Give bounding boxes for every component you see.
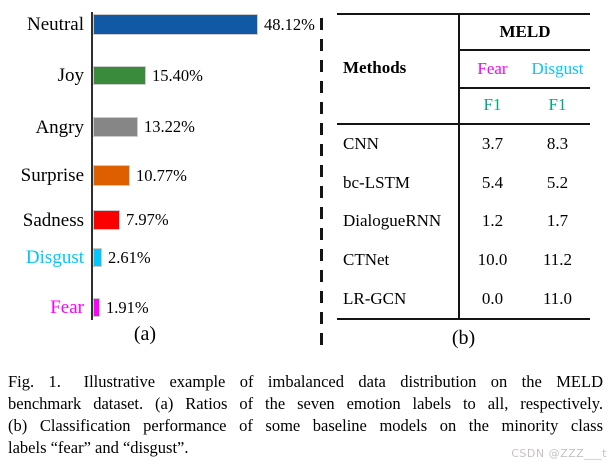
bar-row: Sadness 7.97% bbox=[0, 210, 325, 230]
bar-chart-panel-a: Neutral 48.12% Joy 15.40% Angry 13.22% S… bbox=[0, 0, 325, 350]
disgust-f1-header: F1 bbox=[548, 95, 567, 114]
value-label: 2.61% bbox=[108, 247, 151, 267]
table-row: CNN 3.7 8.3 bbox=[337, 125, 590, 164]
category-label: Surprise bbox=[20, 165, 84, 186]
subheader-underline-rule bbox=[458, 87, 590, 89]
dashed-divider bbox=[320, 18, 323, 348]
panel-a-label: (a) bbox=[133, 323, 157, 345]
disgust-f1-cell: 1.7 bbox=[546, 211, 569, 231]
fear-f1-cell: 10.0 bbox=[477, 250, 508, 270]
watermark: CSDN @ZZZ___t bbox=[511, 447, 607, 460]
y-axis-line bbox=[91, 12, 93, 320]
table-mid-rule bbox=[337, 123, 590, 125]
bar-row: Angry 13.22% bbox=[0, 117, 325, 137]
bar-row: Surprise 10.77% bbox=[0, 165, 325, 186]
fear-column-header: Fear bbox=[477, 59, 508, 78]
table-bottom-rule bbox=[337, 318, 590, 320]
category-label: Joy bbox=[57, 65, 84, 86]
disgust-f1-cell: 11.0 bbox=[542, 288, 573, 308]
value-label: 13.22% bbox=[144, 117, 195, 136]
fear-f1-cell: 0.0 bbox=[481, 288, 504, 308]
caption-line: Fig. 1. Illustrative example of imbalanc… bbox=[8, 372, 603, 391]
method-cell: CNN bbox=[343, 134, 379, 154]
value-label: 1.91% bbox=[106, 297, 149, 317]
caption-line: (b) Classification performance of some b… bbox=[8, 416, 603, 435]
value-label: 10.77% bbox=[136, 165, 187, 185]
bar-disgust bbox=[93, 248, 102, 267]
value-label: 48.12% bbox=[264, 14, 315, 34]
meld-group-header: MELD bbox=[499, 22, 551, 41]
category-label: Fear bbox=[50, 297, 84, 318]
category-label: Neutral bbox=[27, 14, 84, 35]
caption-line: labels “fear” and “disgust”. bbox=[8, 438, 189, 457]
method-cell: bc-LSTM bbox=[343, 172, 411, 192]
bar-neutral bbox=[93, 14, 258, 35]
value-label: 7.97% bbox=[126, 210, 169, 229]
disgust-f1-cell: 5.2 bbox=[546, 172, 569, 192]
meld-underline-rule bbox=[458, 49, 590, 51]
table-body: CNN 3.7 8.3 bc-LSTM 5.4 5.2 DialogueRNN … bbox=[337, 125, 590, 318]
method-cell: DialogueRNN bbox=[343, 211, 442, 231]
panel-b-label: (b) bbox=[451, 327, 476, 349]
bar-fear bbox=[93, 298, 100, 317]
table-row: LR-GCN 0.0 11.0 bbox=[337, 279, 590, 318]
bar-surprise bbox=[93, 165, 130, 186]
fear-f1-cell: 3.7 bbox=[481, 134, 504, 154]
caption-line: benchmark dataset. (a) Ratios of the sev… bbox=[8, 394, 603, 413]
table-top-rule bbox=[337, 13, 590, 15]
bar-row: Joy 15.40% bbox=[0, 66, 325, 85]
table-row: DialogueRNN 1.2 1.7 bbox=[337, 202, 590, 241]
table-row: bc-LSTM 5.4 5.2 bbox=[337, 164, 590, 203]
bar-joy bbox=[93, 66, 146, 85]
subheader-row: Fear Disgust bbox=[460, 51, 590, 87]
category-label: Disgust bbox=[25, 247, 84, 268]
method-cell: LR-GCN bbox=[343, 288, 407, 308]
method-cell: CTNet bbox=[343, 250, 390, 270]
bar-angry bbox=[93, 117, 138, 137]
category-label: Sadness bbox=[22, 209, 84, 231]
bar-sadness bbox=[93, 210, 120, 230]
disgust-f1-cell: 11.2 bbox=[542, 250, 573, 270]
fear-f1-cell: 1.2 bbox=[481, 211, 504, 231]
category-label: Angry bbox=[35, 116, 84, 138]
bar-row: Disgust 2.61% bbox=[0, 248, 325, 267]
disgust-f1-cell: 8.3 bbox=[546, 134, 569, 154]
bar-row: Neutral 48.12% bbox=[0, 14, 325, 35]
results-table-panel-b: Methods MELD Fear Disgust F1 F1 CNN 3.7 … bbox=[337, 13, 590, 320]
figure-caption: Fig. 1. Illustrative example of imbalanc… bbox=[8, 371, 603, 459]
value-label: 15.40% bbox=[152, 65, 203, 85]
disgust-column-header: Disgust bbox=[531, 59, 584, 78]
fear-f1-header: F1 bbox=[483, 95, 502, 114]
fear-f1-cell: 5.4 bbox=[481, 172, 504, 192]
bar-row: Fear 1.91% bbox=[0, 298, 325, 317]
metric-header-row: F1 F1 bbox=[460, 89, 590, 121]
methods-header: Methods bbox=[343, 58, 407, 77]
table-row: CTNet 10.0 11.2 bbox=[337, 241, 590, 280]
table-column-divider bbox=[458, 13, 460, 320]
